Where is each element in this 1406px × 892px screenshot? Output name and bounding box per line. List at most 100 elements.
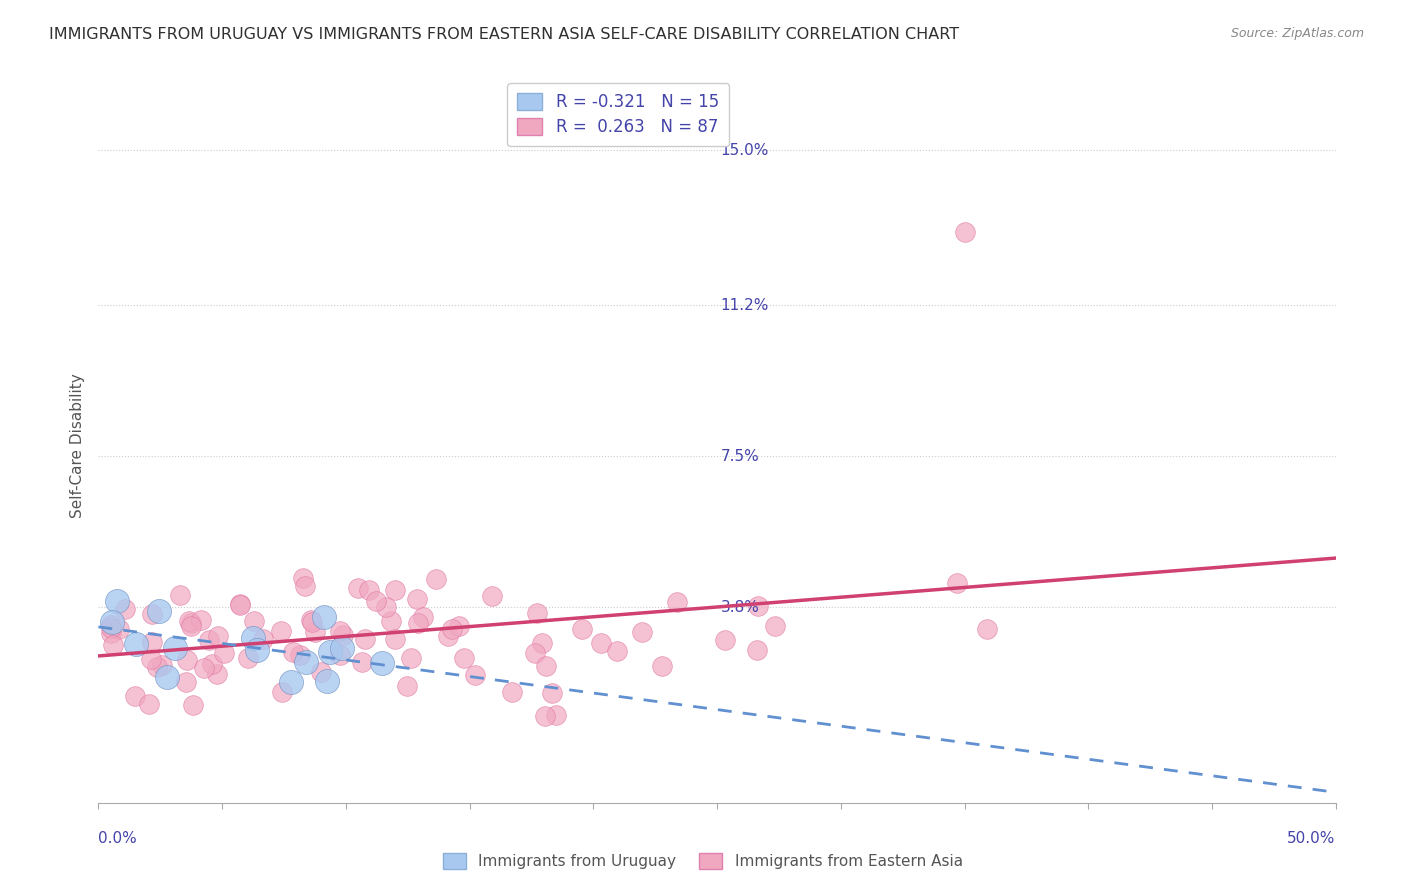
Point <box>205 667 228 681</box>
Point <box>380 614 402 628</box>
Text: 50.0%: 50.0% <box>1288 831 1336 847</box>
Point <box>546 708 568 723</box>
Point <box>201 657 224 672</box>
Legend: Immigrants from Uruguay, Immigrants from Eastern Asia: Immigrants from Uruguay, Immigrants from… <box>437 847 969 875</box>
Point <box>399 650 422 665</box>
Point <box>163 641 186 656</box>
Point <box>747 642 769 657</box>
Point <box>406 616 429 631</box>
Point <box>114 602 136 616</box>
Y-axis label: Self-Care Disability: Self-Care Disability <box>69 374 84 518</box>
Point <box>292 570 315 584</box>
Text: Source: ZipAtlas.com: Source: ZipAtlas.com <box>1230 27 1364 40</box>
Point <box>229 597 252 611</box>
Point <box>606 644 628 658</box>
Point <box>437 629 460 643</box>
Point <box>294 578 316 592</box>
Point <box>156 670 179 684</box>
Point <box>169 588 191 602</box>
Point <box>141 607 163 622</box>
Point <box>765 619 787 633</box>
Point <box>366 594 388 608</box>
Point <box>541 686 564 700</box>
Point <box>198 632 221 647</box>
Point <box>301 615 323 630</box>
Point <box>747 599 769 614</box>
Point <box>396 679 419 693</box>
Point <box>252 632 274 647</box>
Point <box>100 626 122 640</box>
Point <box>270 624 292 638</box>
Point <box>534 709 557 723</box>
Point <box>447 618 470 632</box>
Point <box>651 659 673 673</box>
Point <box>481 589 503 603</box>
Point <box>236 651 259 665</box>
Point <box>359 582 381 597</box>
Point <box>146 659 169 673</box>
Point <box>283 645 305 659</box>
Point <box>350 655 373 669</box>
Point <box>453 651 475 665</box>
Point <box>181 698 204 712</box>
Point <box>946 575 969 590</box>
Point <box>100 618 122 632</box>
Point <box>371 656 394 670</box>
Point <box>229 598 252 612</box>
Point <box>571 622 593 636</box>
Point <box>108 622 131 636</box>
Point <box>526 606 548 620</box>
Point <box>346 581 368 595</box>
Point <box>524 646 547 660</box>
Point <box>425 572 447 586</box>
Point <box>536 659 558 673</box>
Text: 3.8%: 3.8% <box>721 599 759 615</box>
Point <box>288 648 311 662</box>
Point <box>207 629 229 643</box>
Point <box>180 618 202 632</box>
Point <box>152 658 174 673</box>
Point <box>353 632 375 646</box>
Point <box>212 646 235 660</box>
Point <box>179 614 201 628</box>
Point <box>501 685 523 699</box>
Text: IMMIGRANTS FROM URUGUAY VS IMMIGRANTS FROM EASTERN ASIA SELF-CARE DISABILITY COR: IMMIGRANTS FROM URUGUAY VS IMMIGRANTS FR… <box>49 27 959 42</box>
Point <box>312 609 335 624</box>
Point <box>330 640 353 655</box>
Point <box>316 674 339 689</box>
Point <box>280 675 302 690</box>
Point <box>464 668 486 682</box>
Legend: R = -0.321   N = 15, R =  0.263   N = 87: R = -0.321 N = 15, R = 0.263 N = 87 <box>508 83 728 146</box>
Point <box>295 656 318 670</box>
Point <box>530 636 553 650</box>
Point <box>375 600 398 615</box>
Point <box>304 624 326 639</box>
Text: 11.2%: 11.2% <box>721 298 769 313</box>
Point <box>630 624 652 639</box>
Point <box>271 685 294 699</box>
Point <box>124 690 146 704</box>
Point <box>713 632 735 647</box>
Point <box>100 621 122 635</box>
Point <box>299 613 322 627</box>
Point <box>666 595 689 609</box>
Point <box>141 635 163 649</box>
Point <box>976 622 998 636</box>
Point <box>589 635 612 649</box>
Point <box>193 661 215 675</box>
Point <box>101 638 124 652</box>
Point <box>440 622 463 636</box>
Point <box>332 628 354 642</box>
Point <box>953 225 976 239</box>
Point <box>174 675 197 690</box>
Point <box>190 613 212 627</box>
Point <box>176 653 198 667</box>
Point <box>329 648 352 662</box>
Point <box>101 615 124 629</box>
Point <box>105 594 128 608</box>
Point <box>309 665 332 679</box>
Point <box>384 632 406 646</box>
Point <box>139 652 162 666</box>
Point <box>406 591 429 606</box>
Text: 15.0%: 15.0% <box>721 143 769 158</box>
